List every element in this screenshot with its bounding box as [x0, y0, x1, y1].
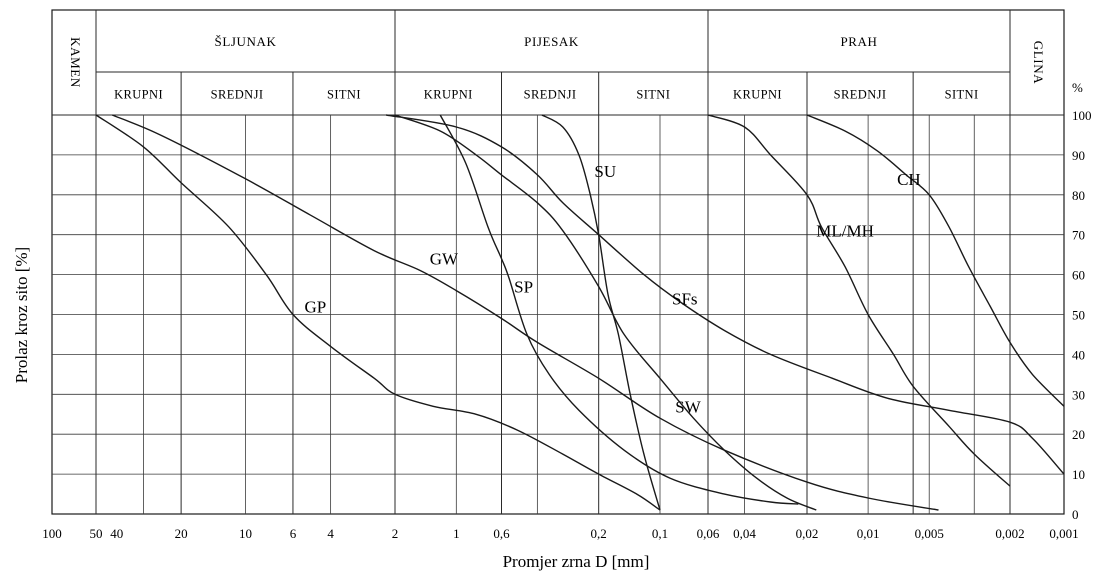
x-tick-label: 0,1 [652, 526, 668, 541]
x-tick-label: 0,01 [857, 526, 880, 541]
x-tick-label: 50 [90, 526, 103, 541]
x-tick-label: 0,02 [796, 526, 819, 541]
class-label-glina: GLINA [1031, 41, 1046, 84]
curve-ml-mh [707, 114, 1011, 487]
curve-label-sp: SP [514, 278, 533, 297]
x-tick-label: 40 [110, 526, 123, 541]
x-tick-label: 1 [453, 526, 460, 541]
x-tick-label: 0,001 [1049, 526, 1078, 541]
curve-ch [806, 114, 1065, 407]
subclass-label: KRUPNI [114, 88, 163, 102]
class-label: PRAH [840, 34, 877, 49]
x-tick-label: 0,04 [733, 526, 756, 541]
y-tick-label: 0 [1072, 507, 1079, 522]
x-tick-label: 4 [327, 526, 334, 541]
y-axis-label: Prolaz kroz sito [%] [12, 247, 31, 383]
x-tick-label: 100 [42, 526, 62, 541]
y-axis-ticks: 0 10 20 30 40 50 60 70 80 90 100 [1072, 108, 1092, 522]
x-tick-label: 0,06 [697, 526, 720, 541]
chart-frame [51, 9, 1065, 515]
soil-classification-header: KAMEN ŠLJUNAK PIJESAK PRAH GLINA KRUPNI SREDNJ… [68, 34, 1046, 102]
y-tick-label: 20 [1072, 427, 1085, 442]
subclass-label: SREDNJI [834, 88, 887, 102]
y-tick-label: 60 [1072, 268, 1085, 283]
grid [51, 9, 1065, 515]
x-tick-label: 20 [175, 526, 188, 541]
class-label: ŠLJUNAK [215, 34, 277, 49]
curve-sp [439, 114, 799, 505]
y-tick-label: 50 [1072, 308, 1085, 323]
curve-su [541, 114, 661, 511]
x-tick-label: 0,6 [493, 526, 510, 541]
y-tick-label: 90 [1072, 148, 1085, 163]
gradation-curves [95, 114, 1065, 511]
curve-gp [95, 114, 661, 511]
y-tick-label: 100 [1072, 108, 1092, 123]
curve-label-ml-mh: ML/MH [816, 222, 874, 241]
curve-sfs [385, 114, 1065, 475]
y-tick-label: 70 [1072, 228, 1085, 243]
y-tick-label: 80 [1072, 188, 1085, 203]
y-tick-label: 40 [1072, 347, 1085, 362]
x-tick-label: 2 [392, 526, 399, 541]
subclass-label: SREDNJI [524, 88, 577, 102]
curve-label-sw: SW [675, 397, 701, 416]
x-axis-label: Promjer zrna D [mm] [503, 552, 650, 571]
subclass-label: SITNI [327, 88, 361, 102]
curve-label-ch: CH [897, 170, 921, 189]
curve-label-su: SU [594, 162, 616, 181]
x-tick-label: 0,005 [915, 526, 944, 541]
y-tick-label: 30 [1072, 387, 1085, 402]
curve-sw [394, 114, 817, 511]
x-axis-ticks: 100 50 40 20 10 6 4 2 1 0,6 0,2 0,1 0,06 0,04 0,02 0,01… [42, 526, 1078, 541]
curve-label-gw: GW [430, 250, 459, 269]
subclass-label: SREDNJI [211, 88, 264, 102]
subclass-label: KRUPNI [733, 88, 782, 102]
class-label: PIJESAK [524, 34, 579, 49]
curve-labels: GP GW SP SU SFs SW ML/MH CH [304, 162, 920, 416]
x-tick-label: 10 [239, 526, 252, 541]
curve-label-sfs: SFs [672, 290, 698, 309]
class-label-kamen: KAMEN [68, 37, 83, 88]
y-tick-label: 10 [1072, 467, 1085, 482]
curve-label-gp: GP [304, 298, 326, 317]
x-tick-label: 6 [290, 526, 297, 541]
subclass-label: SITNI [636, 88, 670, 102]
subclass-label: KRUPNI [424, 88, 473, 102]
x-tick-label: 0,002 [995, 526, 1024, 541]
x-tick-label: 0,2 [591, 526, 607, 541]
subclass-label: SITNI [945, 88, 979, 102]
curve-gw [111, 114, 939, 511]
y-axis-unit: % [1072, 80, 1083, 95]
